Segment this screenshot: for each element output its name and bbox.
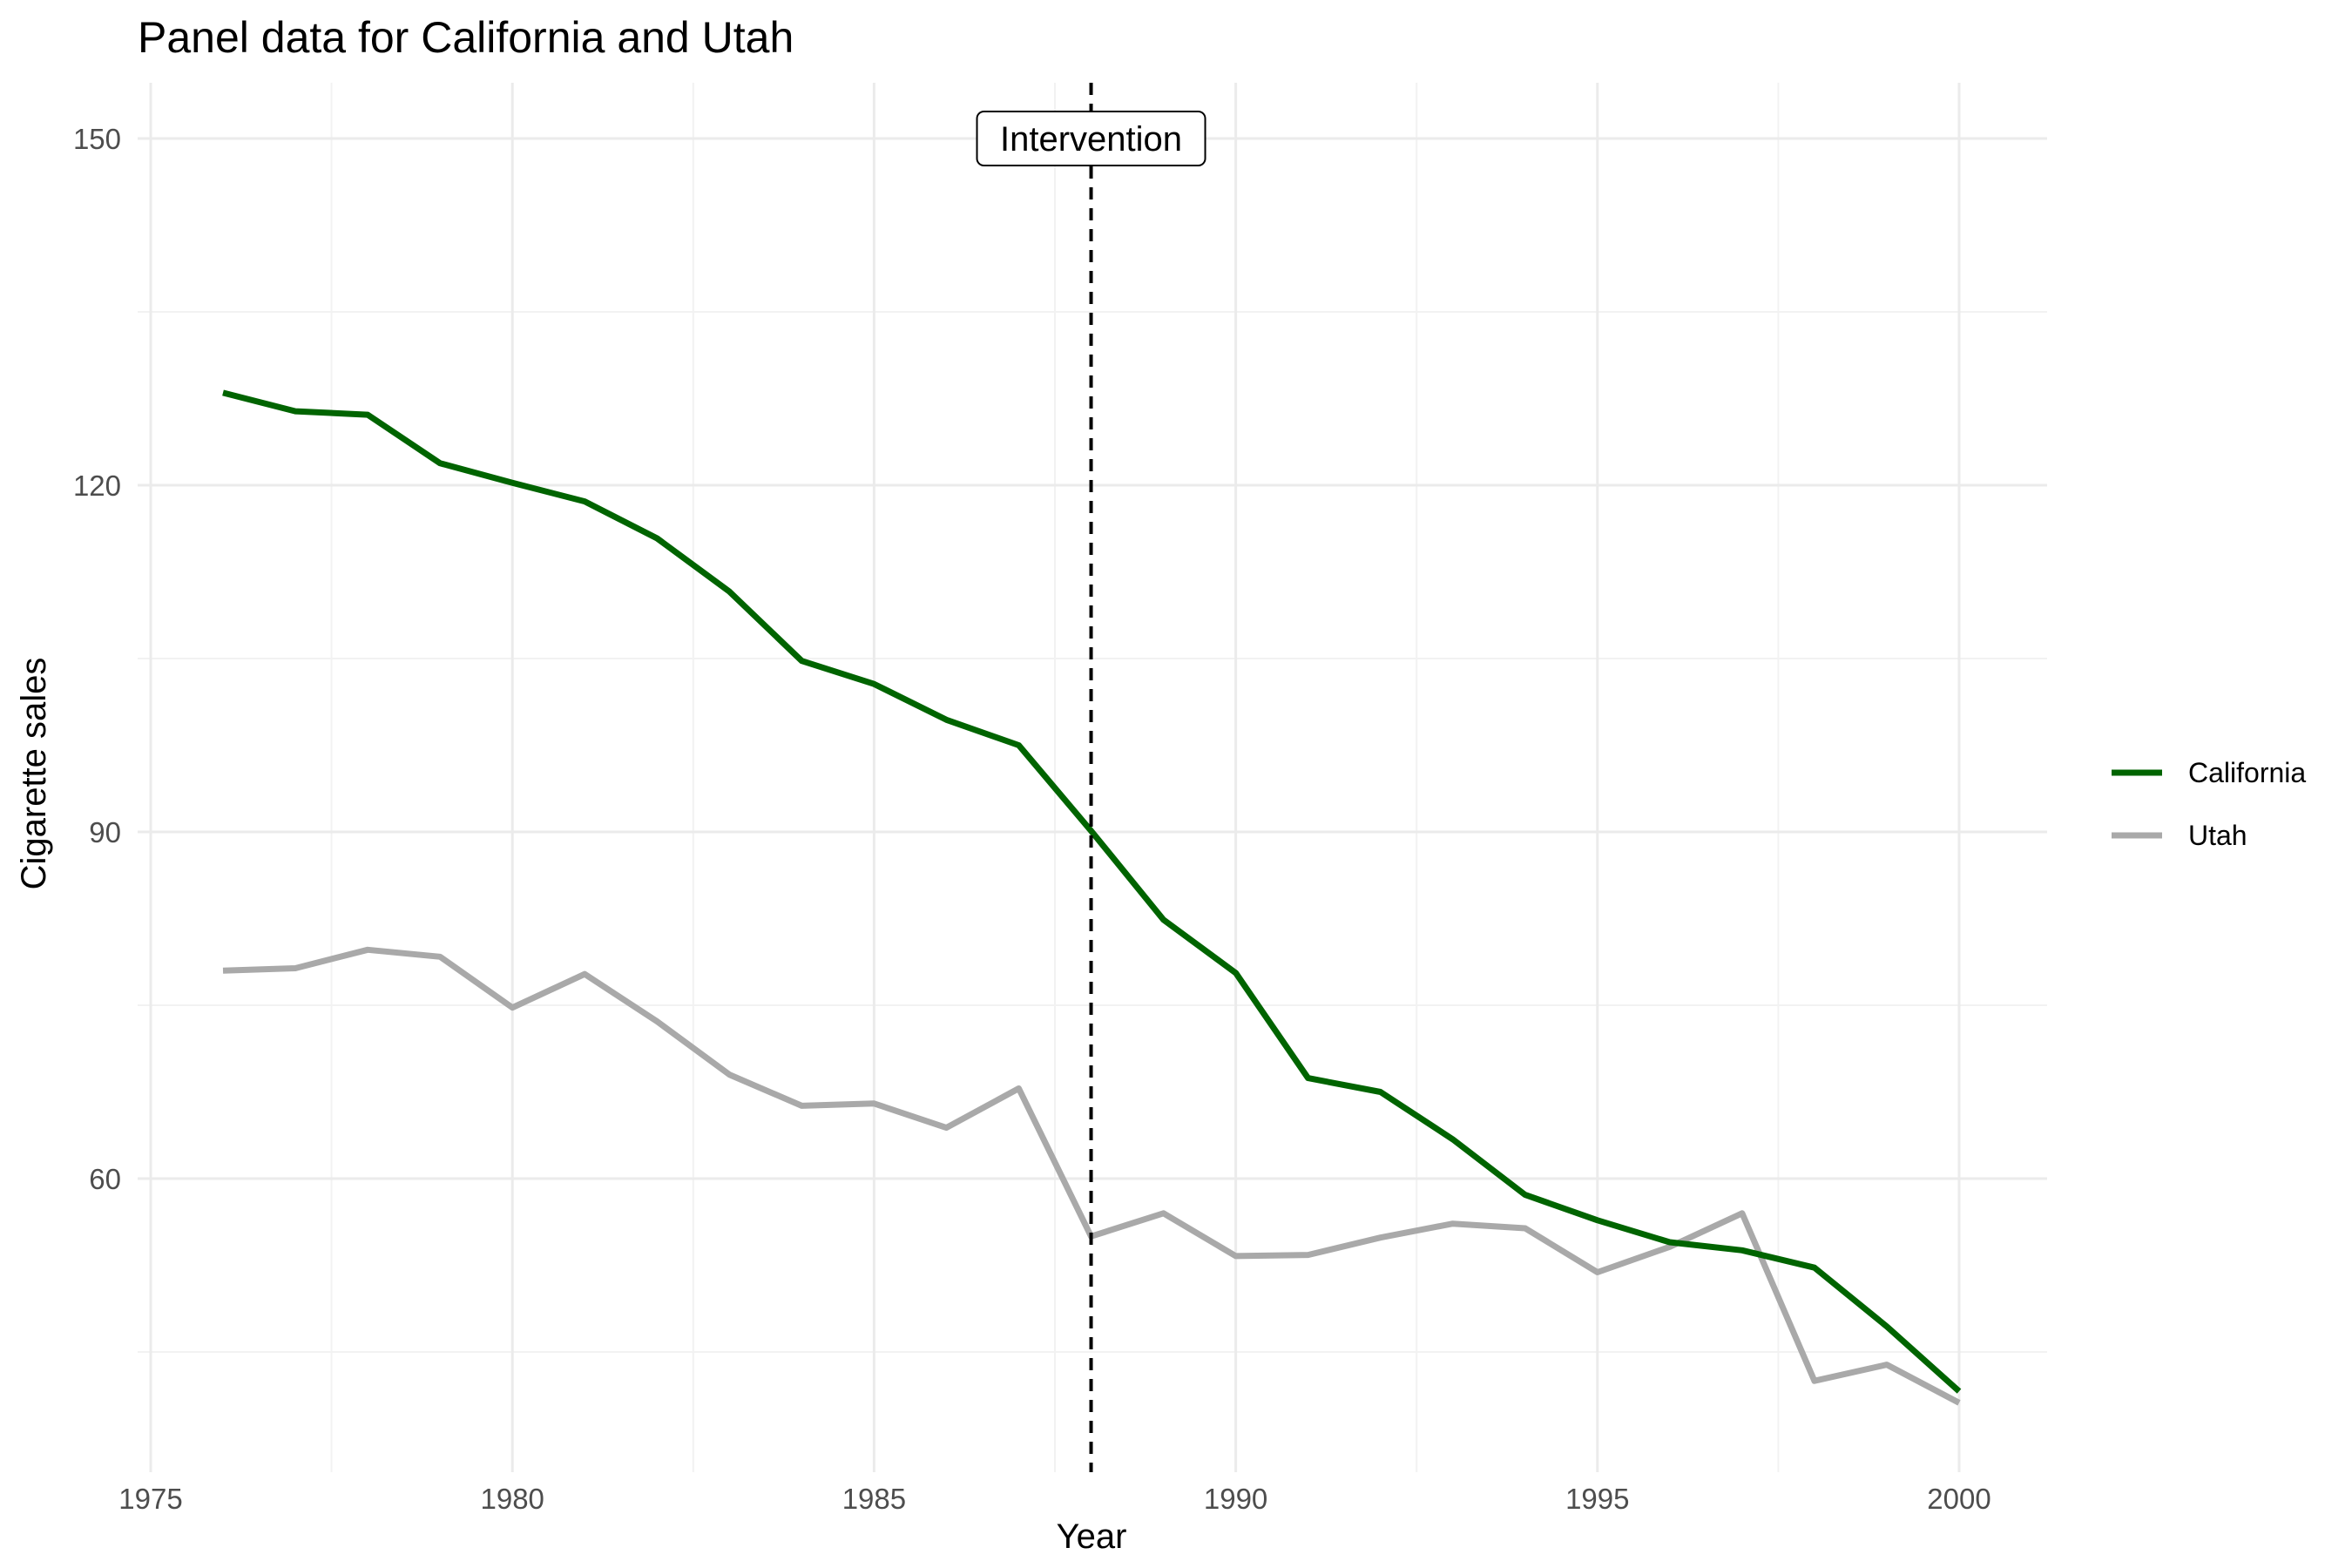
y-axis-title: Cigarette sales: [15, 658, 53, 890]
legend-label-utah: Utah: [2188, 820, 2247, 851]
y-tick-label: 120: [73, 470, 121, 502]
x-axis-ticks: 1975 1980 1985 1990 1995 2000: [118, 1483, 1990, 1515]
intervention-label-box: [976, 110, 1206, 166]
x-tick-label: 1975: [118, 1483, 182, 1515]
y-tick-label: 60: [89, 1163, 121, 1195]
y-axis-ticks: 60 90 120 150: [73, 123, 121, 1195]
legend: California Utah: [2112, 757, 2306, 851]
x-tick-label: 1985: [842, 1483, 906, 1515]
legend-label-california: California: [2188, 757, 2306, 788]
intervention-label-text: Intervention: [1000, 120, 1182, 159]
x-axis-title: Year: [1057, 1517, 1127, 1556]
y-tick-label: 150: [73, 123, 121, 155]
y-tick-label: 90: [89, 816, 121, 848]
annotations: Intervention: [976, 83, 1206, 1472]
x-tick-label: 1990: [1204, 1483, 1267, 1515]
chart-title: Panel data for California and Utah: [138, 13, 794, 62]
series-line-california: [222, 389, 1962, 1394]
intervention-label: Intervention: [976, 110, 1206, 166]
x-tick-label: 1980: [480, 1483, 544, 1515]
x-tick-label: 2000: [1927, 1483, 1990, 1515]
x-tick-label: 1995: [1565, 1483, 1629, 1515]
